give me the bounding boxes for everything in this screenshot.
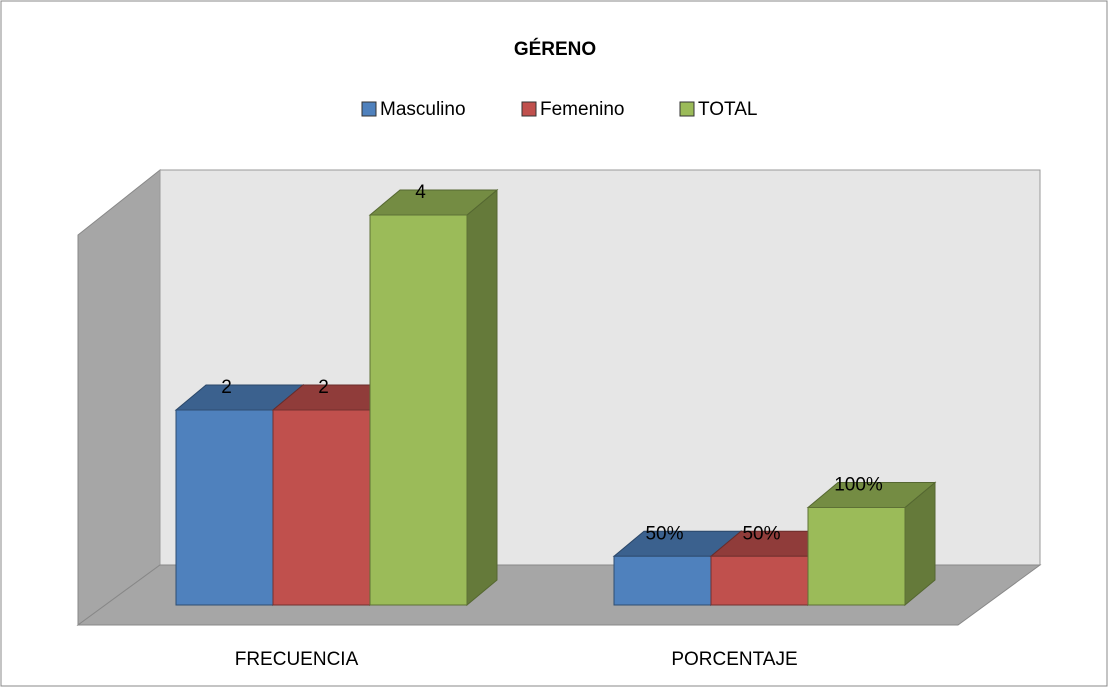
bar-front (175, 409, 274, 606)
legend-swatch (521, 101, 537, 117)
x-tick-label: PORCENTAJE (671, 649, 797, 670)
bar-front (369, 214, 468, 606)
legend-label: Femenino (540, 99, 625, 120)
data-label: 100% (834, 475, 883, 496)
legend-swatch (679, 101, 695, 117)
data-label: 4 (415, 182, 426, 203)
bar-front (272, 409, 371, 606)
x-tick-label: FRECUENCIA (235, 649, 359, 670)
data-label: 2 (318, 377, 329, 398)
data-label: 50% (645, 523, 683, 544)
bar (709, 530, 840, 607)
legend-label: Masculino (380, 99, 466, 120)
side-wall (77, 168, 161, 626)
bar (806, 481, 937, 607)
legend-label: TOTAL (698, 99, 757, 120)
bar (368, 188, 499, 607)
legend-swatch (361, 101, 377, 117)
data-label: 2 (221, 377, 232, 398)
chart-title: GÉRENO (514, 38, 596, 60)
bar-side (466, 188, 498, 607)
bar-front (613, 555, 712, 606)
bar-front (710, 555, 809, 606)
data-label: 50% (742, 523, 780, 544)
bar-front (807, 507, 906, 606)
